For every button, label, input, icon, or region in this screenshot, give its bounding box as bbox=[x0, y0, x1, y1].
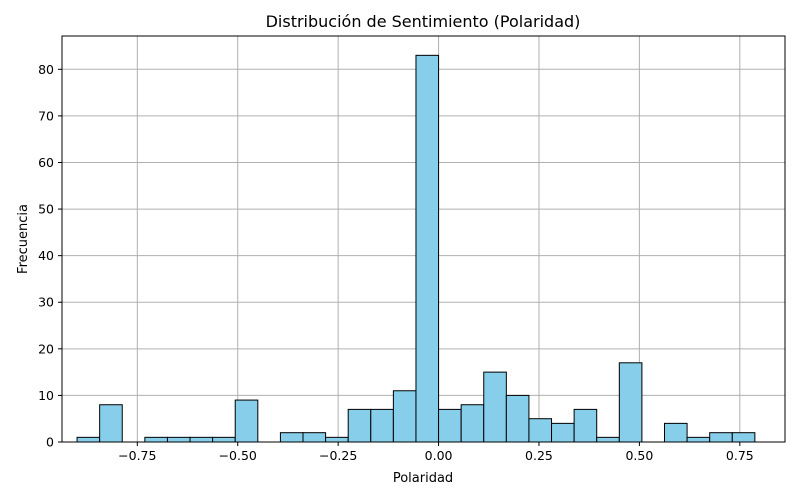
x-tick-label: 0.25 bbox=[525, 448, 553, 463]
x-tick-label: −0.75 bbox=[118, 448, 156, 463]
plot-area-frame bbox=[61, 35, 786, 443]
histogram-bar bbox=[99, 404, 123, 443]
histogram-bar bbox=[573, 408, 598, 443]
y-tick-label: 50 bbox=[38, 202, 54, 217]
histogram-bar bbox=[279, 432, 304, 443]
histogram-bar bbox=[551, 422, 575, 443]
histogram-bar bbox=[189, 436, 214, 443]
y-axis-label: Frecuencia bbox=[16, 204, 31, 274]
histogram-bar bbox=[212, 436, 236, 443]
histogram-bar bbox=[302, 432, 327, 443]
histogram-bar bbox=[166, 436, 191, 443]
y-tick-label: 40 bbox=[38, 248, 54, 263]
histogram-bar bbox=[528, 418, 553, 443]
histogram-bar bbox=[76, 436, 101, 443]
y-tick-label: 0 bbox=[46, 435, 54, 450]
histogram-bar bbox=[618, 362, 643, 443]
y-tick-label: 10 bbox=[38, 388, 54, 403]
x-tick-label: 0.50 bbox=[625, 448, 653, 463]
histogram-bar bbox=[460, 404, 485, 443]
x-axis-ticks: −0.75 −0.50 −0.25 0.00 0.25 0.50 0.75 bbox=[118, 442, 754, 463]
histogram-bar bbox=[234, 399, 259, 443]
x-tick-label: 0.00 bbox=[425, 448, 453, 463]
x-tick-label: −0.25 bbox=[319, 448, 357, 463]
histogram-bar bbox=[686, 436, 711, 443]
chart-title: Distribución de Sentimiento (Polaridad) bbox=[266, 12, 581, 31]
y-tick-label: 60 bbox=[38, 155, 54, 170]
histogram-bar bbox=[596, 436, 620, 443]
histogram-bar bbox=[483, 371, 507, 443]
y-tick-label: 30 bbox=[38, 295, 54, 310]
histogram-bar bbox=[731, 432, 756, 443]
x-tick-label: −0.50 bbox=[219, 448, 257, 463]
histogram-bar bbox=[392, 390, 417, 443]
histogram-bar bbox=[370, 408, 394, 443]
histogram-bar bbox=[505, 394, 530, 443]
x-axis-label: Polaridad bbox=[393, 471, 453, 486]
histogram-bar bbox=[347, 408, 372, 443]
histogram-bar bbox=[325, 436, 349, 443]
histogram-bar bbox=[415, 54, 440, 443]
histogram-bar bbox=[664, 422, 688, 443]
histogram-bar bbox=[709, 432, 733, 443]
x-tick-label: 0.75 bbox=[726, 448, 754, 463]
y-axis-ticks: 0 10 20 30 40 50 60 70 80 bbox=[38, 62, 62, 450]
histogram-bars bbox=[76, 54, 756, 443]
y-tick-label: 20 bbox=[38, 341, 54, 356]
y-tick-label: 80 bbox=[38, 62, 54, 77]
histogram-bar bbox=[144, 436, 168, 443]
histogram-bar bbox=[438, 408, 462, 443]
y-tick-label: 70 bbox=[38, 108, 54, 123]
